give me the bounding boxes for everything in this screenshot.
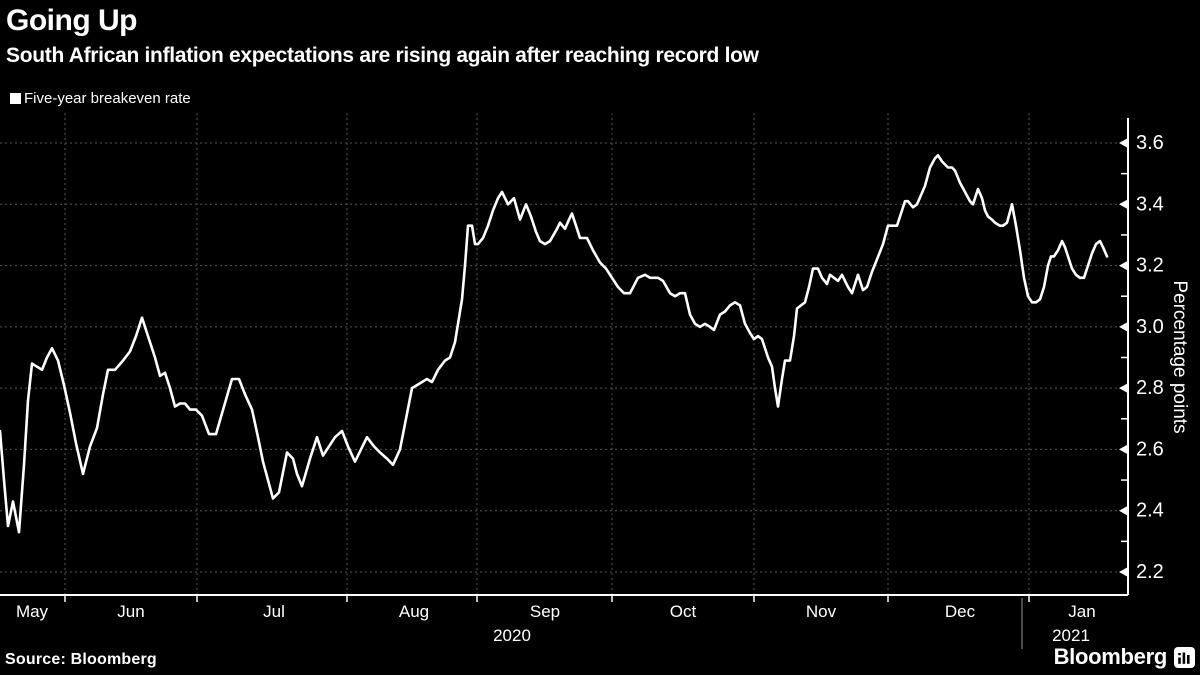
month-label: Dec bbox=[945, 602, 976, 621]
year-label: 2020 bbox=[493, 626, 531, 645]
square-swatch-icon bbox=[10, 93, 21, 104]
y-major-tick bbox=[1119, 138, 1128, 148]
legend-label: Five-year breakeven rate bbox=[24, 90, 191, 107]
y-major-tick bbox=[1119, 260, 1128, 271]
axes bbox=[0, 118, 1129, 596]
y-axis-ticks bbox=[1119, 138, 1128, 577]
bloomberg-wordmark: Bloomberg bbox=[1053, 644, 1168, 669]
x-axis-month-labels: May Jun Jul Aug Sep Oct Nov Dec Jan bbox=[16, 602, 1096, 621]
month-label: Sep bbox=[530, 602, 560, 621]
year-label: 2021 bbox=[1052, 626, 1090, 645]
y-axis-tick-labels: 3.6 3.4 3.2 3.0 2.8 2.6 2.4 2.2 bbox=[1136, 132, 1164, 583]
source-credit: Source: Bloomberg bbox=[5, 651, 157, 668]
y-tick-label: 3.0 bbox=[1136, 316, 1164, 338]
x-axis-year-labels: 2020 2021 bbox=[493, 598, 1090, 649]
y-tick-label: 2.2 bbox=[1136, 561, 1164, 583]
month-label: Oct bbox=[670, 602, 697, 621]
y-axis-title: Percentage points bbox=[1169, 280, 1190, 433]
month-label: Aug bbox=[399, 602, 429, 621]
month-label: May bbox=[16, 602, 49, 621]
y-tick-label: 3.4 bbox=[1136, 193, 1164, 215]
bloomberg-logo: Bloomberg bbox=[1054, 644, 1195, 670]
horizontal-gridlines bbox=[0, 142, 1120, 573]
y-major-tick bbox=[1119, 383, 1128, 394]
month-label: Jul bbox=[263, 602, 285, 621]
y-major-tick bbox=[1119, 199, 1128, 210]
y-tick-label: 2.8 bbox=[1136, 377, 1164, 399]
month-label: Nov bbox=[806, 602, 837, 621]
legend: Five-year breakeven rate bbox=[10, 90, 191, 107]
chart-subtitle: South African inflation expectations are… bbox=[6, 44, 759, 67]
month-label: Jan bbox=[1068, 602, 1095, 621]
y-major-tick bbox=[1119, 444, 1128, 455]
month-label: Jun bbox=[117, 602, 144, 621]
y-tick-label: 3.2 bbox=[1136, 255, 1164, 277]
y-tick-label: 2.6 bbox=[1136, 438, 1164, 460]
y-tick-label: 3.6 bbox=[1136, 132, 1164, 154]
vertical-gridlines bbox=[64, 113, 1030, 595]
y-tick-label: 2.4 bbox=[1136, 500, 1164, 522]
x-axis-ticks bbox=[64, 595, 1030, 602]
chart-title: Going Up bbox=[6, 4, 137, 37]
y-major-tick bbox=[1119, 505, 1128, 516]
series-line bbox=[0, 154, 1109, 534]
y-major-tick bbox=[1119, 567, 1128, 577]
bar-chart-icon bbox=[1174, 646, 1195, 668]
y-major-tick bbox=[1119, 321, 1128, 332]
